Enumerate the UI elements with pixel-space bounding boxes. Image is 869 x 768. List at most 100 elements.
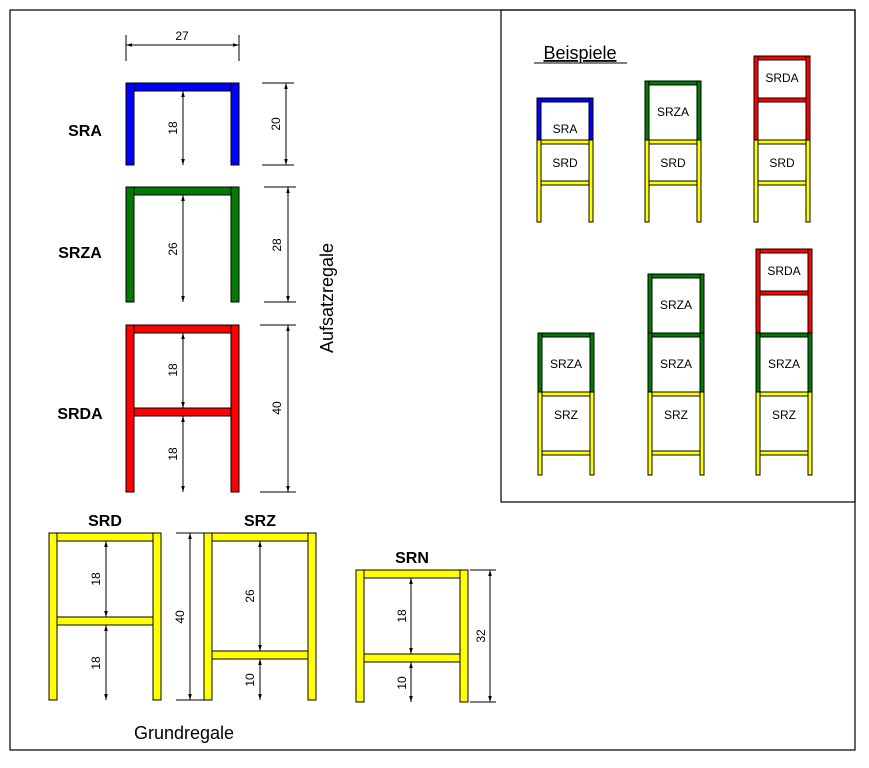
srz-post-left (203, 532, 213, 701)
dim-sra-inner: 18 (166, 121, 180, 135)
example-4-srza-shelf-0 (651, 273, 701, 279)
example-3-srza-shelf-0 (541, 332, 591, 338)
sra-post-left (125, 82, 135, 166)
srd-shelf-0 (56, 532, 154, 542)
example-4-srz-post-right (699, 391, 705, 476)
example-4-srz-shelf-0 (651, 391, 701, 397)
example-5-srza-shelf-0 (759, 332, 809, 338)
example-module-label: SRD (552, 156, 578, 170)
srd-post-right (152, 532, 162, 701)
sra-post-right (230, 82, 240, 166)
dim-srd-inner-1: 18 (89, 572, 103, 586)
srd-shelf-1 (56, 616, 154, 626)
examples-title: Beispiele (543, 43, 616, 63)
drawing-border (9, 9, 856, 751)
example-0-srd-post-left (536, 139, 542, 223)
example-2-srd-post-left (753, 139, 759, 223)
example-0-srd-shelf-0 (540, 139, 590, 145)
srza-post-left (125, 186, 135, 303)
example-1-srd-shelf-0 (648, 139, 698, 145)
example-5-srz-post-right (807, 391, 813, 476)
label-srn: SRN (395, 550, 429, 567)
example-module-label: SRZA (660, 298, 692, 312)
example-4-srza-post-right (699, 332, 705, 393)
example-0-sra-post-right (588, 97, 594, 141)
example-3-srz-shelf-0 (541, 391, 591, 397)
example-5-srza-post-left (755, 332, 761, 393)
example-1-srd-post-left (644, 139, 650, 223)
example-module-label: SRZ (554, 408, 578, 422)
label-srz: SRZ (244, 513, 276, 530)
srn-shelf-1 (363, 653, 461, 663)
example-2-srd-shelf-0 (757, 139, 807, 145)
example-5-srza-post-right (807, 332, 813, 393)
srn-post-right (459, 569, 469, 703)
examples-panel (500, 9, 856, 503)
dim-srz-inner-2: 10 (243, 673, 257, 687)
srz-post-right (307, 532, 317, 701)
example-3-srza-post-right (589, 332, 595, 393)
example-1-srza-post-left (644, 80, 650, 141)
example-0-srd-shelf-1 (540, 180, 590, 186)
example-4-srza-post-left (647, 273, 653, 334)
dim-srz-outer: 40 (173, 610, 187, 624)
example-5-srda-shelf-0 (759, 248, 809, 254)
srza-shelf-0 (133, 186, 232, 196)
example-4-srza-post-left (647, 332, 653, 393)
dim-sra-outer: 20 (269, 117, 283, 131)
group-label-grundregale: Grundregale (134, 723, 234, 743)
dim-width: 27 (175, 29, 189, 43)
example-0-srd-post-right (588, 139, 594, 223)
label-srda: SRDA (57, 406, 103, 423)
example-module-label: SRDA (767, 264, 800, 278)
dim-srza-inner: 26 (166, 242, 180, 256)
example-0-sra-post-left (536, 97, 542, 141)
example-2-srd-shelf-1 (757, 180, 807, 186)
example-5-srz-post-left (755, 391, 761, 476)
example-1-srza-post-right (696, 80, 702, 141)
dim-srda-outer: 40 (270, 401, 284, 415)
example-5-srz-shelf-0 (759, 391, 809, 397)
example-2-srda-shelf-0 (757, 55, 807, 61)
srd-post-left (48, 532, 58, 701)
example-0-sra-shelf-0 (540, 97, 590, 103)
srda-shelf-0 (133, 324, 232, 334)
srz-shelf-1 (211, 650, 309, 660)
example-4-srz-post-left (647, 391, 653, 476)
example-5-srz-shelf-1 (759, 450, 809, 456)
srz-shelf-0 (211, 532, 309, 542)
example-1-srza-shelf-0 (648, 80, 698, 86)
srn-post-left (355, 569, 365, 703)
example-module-label: SRZA (550, 357, 582, 371)
srda-post-right (230, 324, 240, 493)
example-1-srd-shelf-1 (648, 180, 698, 186)
dim-srn-inner-1: 18 (395, 609, 409, 623)
dim-srda-inner-2: 18 (166, 447, 180, 461)
srza-post-right (230, 186, 240, 303)
dim-srd-inner-2: 18 (89, 656, 103, 670)
example-module-label: SRD (660, 156, 686, 170)
label-srza: SRZA (58, 245, 102, 262)
srn-shelf-0 (363, 569, 461, 579)
example-4-srz-shelf-1 (651, 450, 701, 456)
example-3-srz-post-left (537, 391, 543, 476)
example-3-srz-post-right (589, 391, 595, 476)
example-module-label: SRZ (664, 408, 688, 422)
example-2-srda-post-left (753, 55, 759, 141)
dim-srz-inner-1: 26 (243, 589, 257, 603)
example-5-srda-post-right (807, 248, 813, 334)
example-5-srda-shelf-1 (759, 290, 809, 296)
example-4-srza-shelf-0 (651, 332, 701, 338)
example-4-srza-post-right (699, 273, 705, 334)
srda-post-left (125, 324, 135, 493)
example-module-label: SRZA (768, 357, 800, 371)
example-module-label: SRZ (772, 408, 796, 422)
dim-srda-inner-1: 18 (166, 363, 180, 377)
label-srd: SRD (88, 513, 122, 530)
sra-shelf-0 (133, 82, 232, 92)
srda-shelf-1 (133, 407, 232, 417)
dim-srn-outer: 32 (474, 629, 488, 643)
example-2-srd-post-right (805, 139, 811, 223)
group-label-aufsatzregale: Aufsatzregale (317, 243, 337, 353)
example-module-label: SRA (553, 122, 578, 136)
